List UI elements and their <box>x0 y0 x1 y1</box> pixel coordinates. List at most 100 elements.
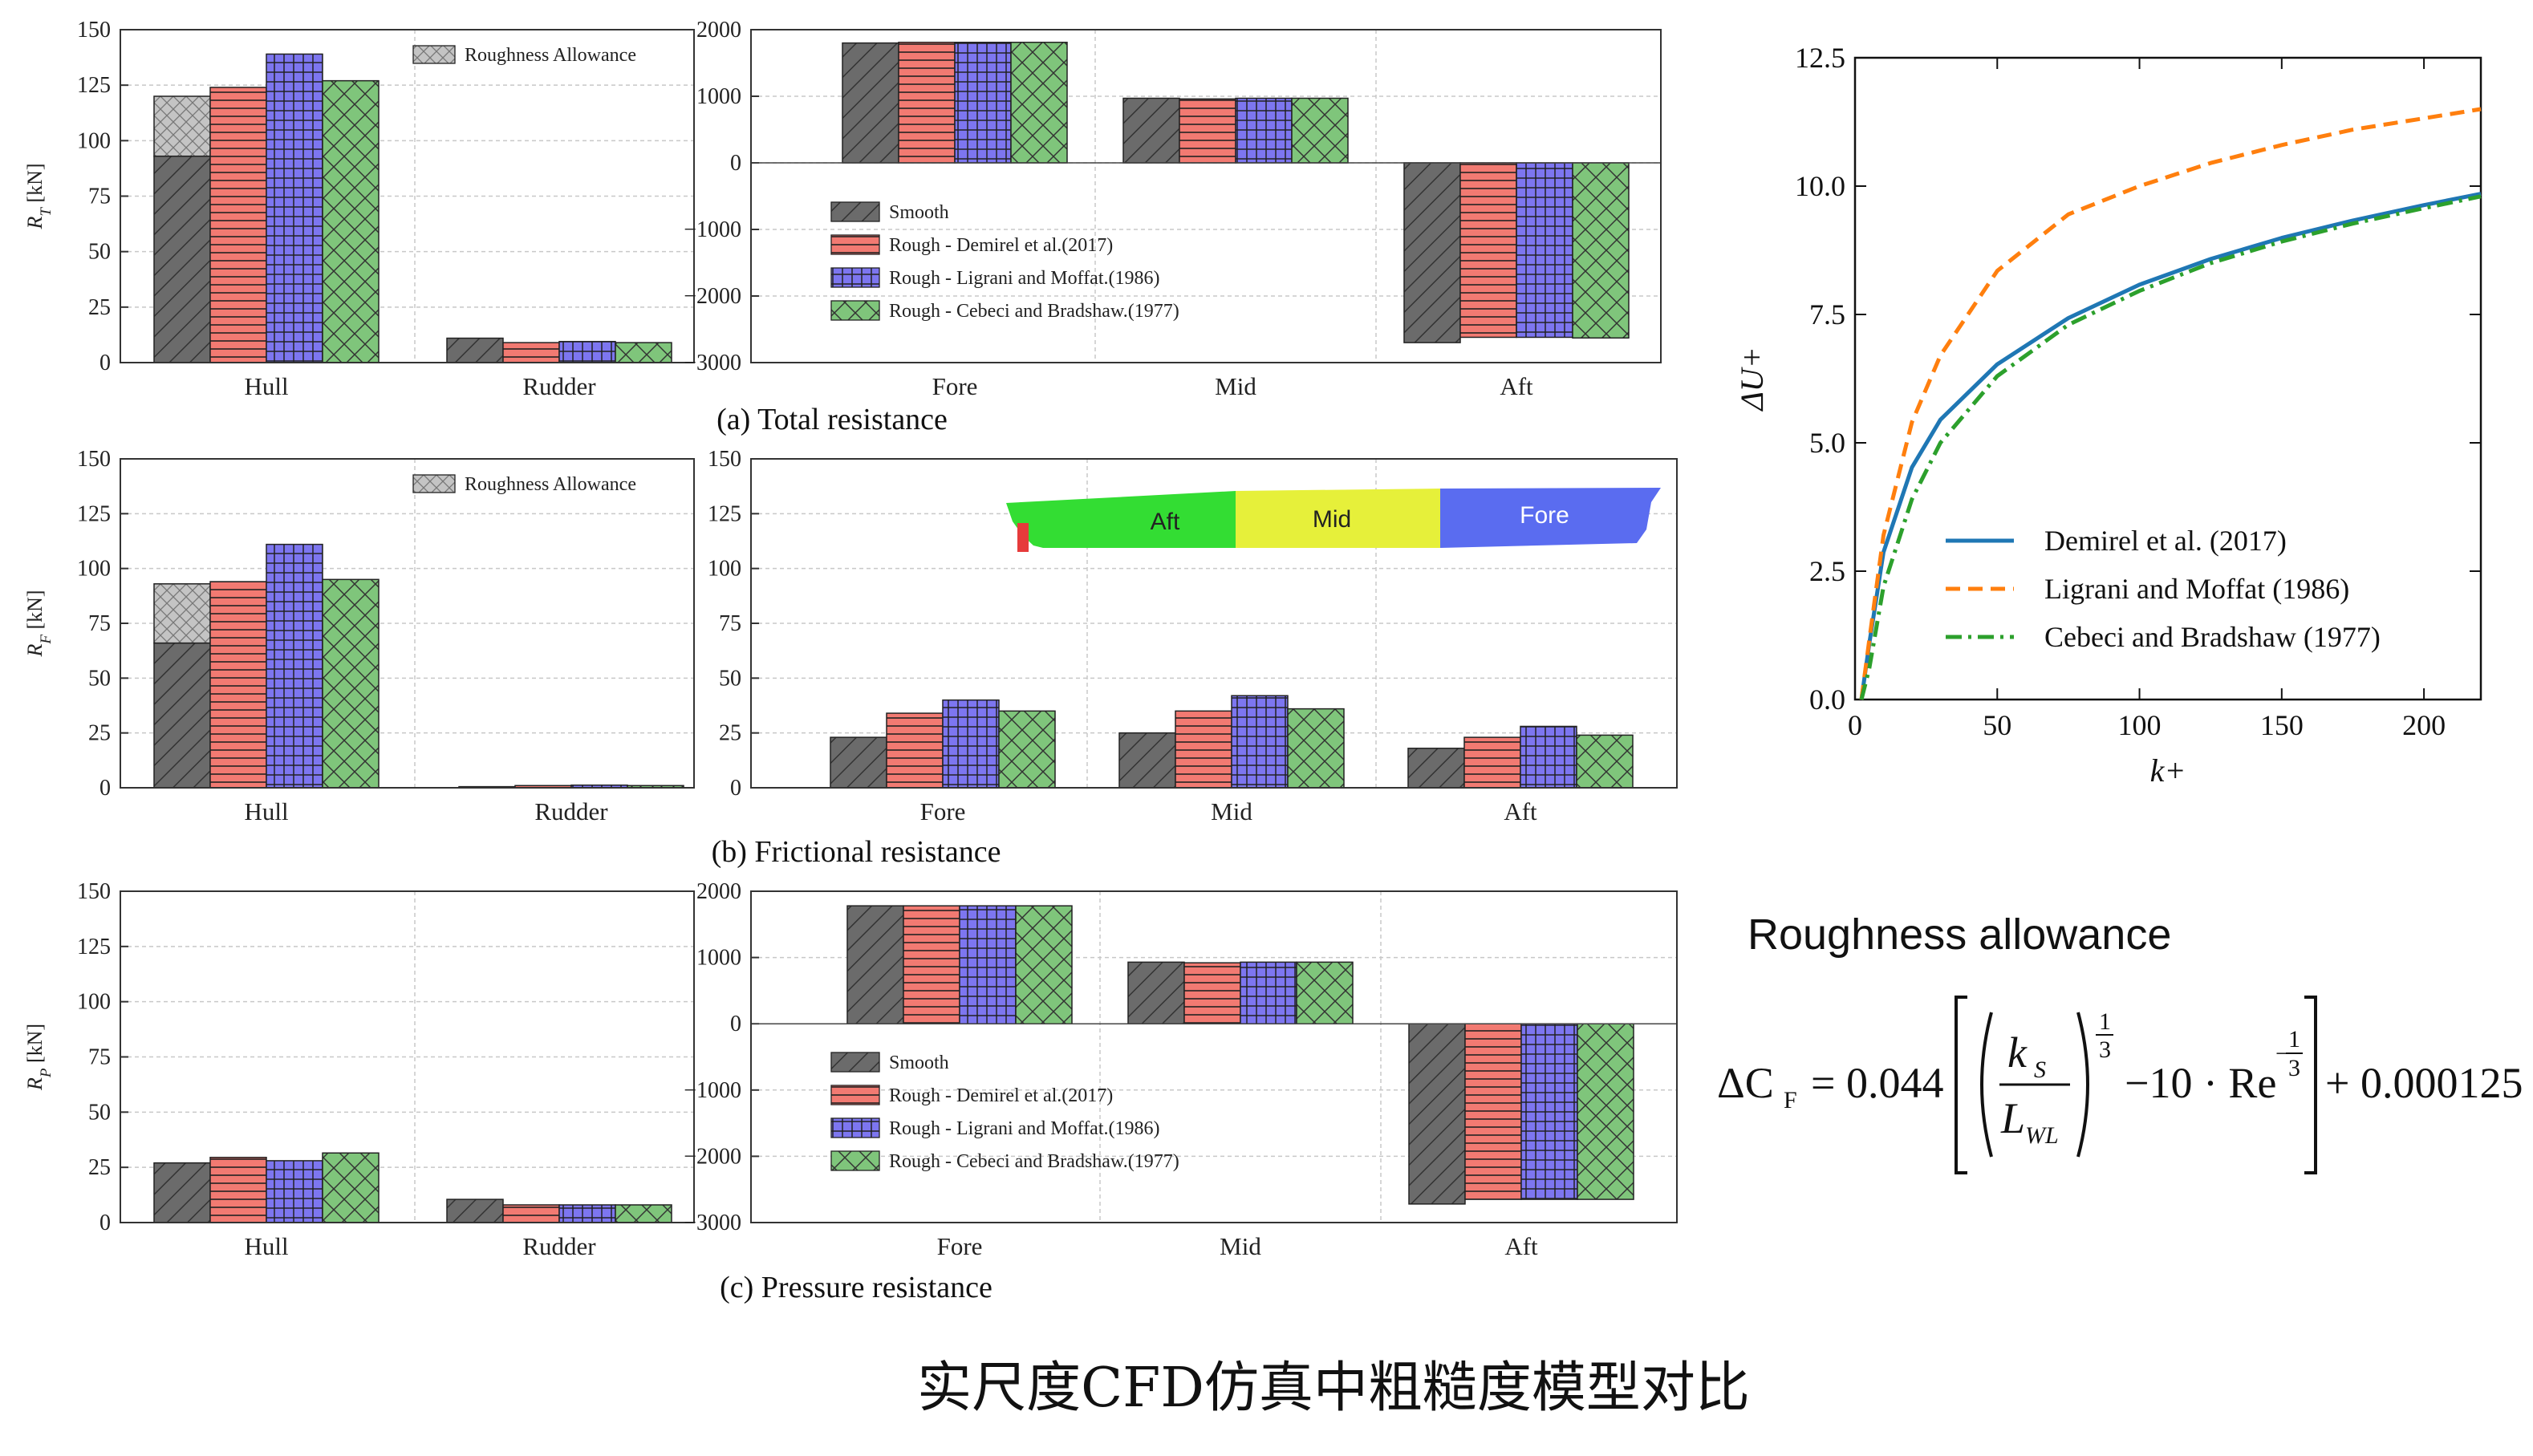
bar-cebeci-fore <box>1015 905 1073 1024</box>
y-tick-label: 125 <box>77 501 111 526</box>
y-tick-label: 150 <box>708 447 741 472</box>
bar-demirel-fore <box>886 712 944 789</box>
y-tick-label: 75 <box>719 611 741 636</box>
formula-paren-right <box>2076 1012 2089 1158</box>
y-tick-label: 50 <box>719 666 741 691</box>
y-tick-label: 0 <box>730 776 741 801</box>
caption-c: (c) Pressure resistance <box>720 1271 992 1304</box>
bar-smooth-aft <box>1403 162 1461 343</box>
hull-mid-section <box>1236 489 1440 548</box>
plot-frame <box>750 458 1678 789</box>
bar-cebeci-hull <box>322 578 380 789</box>
y-tick-label: 0 <box>730 151 741 176</box>
bar-smooth-fore <box>846 905 904 1024</box>
y-tick-label: 1000 <box>696 946 741 971</box>
y-tick-label: 1000 <box>696 84 741 109</box>
bar-cebeci-hull <box>322 79 380 363</box>
bar-ligrani-aft <box>1516 162 1573 339</box>
bar-ligrani-hull <box>266 543 323 789</box>
y-axis-label-main: R <box>23 644 47 658</box>
bar-cebeci-aft <box>1577 1023 1634 1200</box>
plot-frame <box>750 890 1678 1223</box>
x-category-label: Hull <box>244 797 288 825</box>
formula-den: L <box>2000 1094 2025 1142</box>
y-tick-label: 5.0 <box>1809 427 1845 459</box>
bar-ligrani-hull <box>266 1160 323 1223</box>
bar-ligrani-hull <box>266 53 323 363</box>
formula-lhs: ΔC <box>1717 1059 1774 1107</box>
y-tick-label: 2000 <box>696 879 741 904</box>
figure-title: 实尺度CFD仿真中粗糙度模型对比 <box>917 1357 1750 1420</box>
y-tick-label: 0 <box>99 776 111 801</box>
x-category-label: Rudder <box>534 797 608 825</box>
caption-a: (a) Total resistance <box>716 403 948 436</box>
y-tick-label: 150 <box>77 447 111 472</box>
legend-swatch-smooth <box>830 201 880 222</box>
bar-cebeci-mid <box>1296 961 1354 1024</box>
legend-label-demirel: Rough - Demirel et al.(2017) <box>889 235 1113 256</box>
bar-smooth-rudder <box>446 337 504 363</box>
legend-label-demirel: Rough - Demirel et al.(2017) <box>889 1085 1113 1106</box>
bar-demirel-mid <box>1183 962 1241 1024</box>
legend-label-cebeci: Rough - Cebeci and Bradshaw.(1977) <box>889 301 1179 322</box>
bar-cebeci-fore <box>1010 42 1068 164</box>
y-tick-label: 12.5 <box>1795 42 1845 74</box>
y-tick-label: 125 <box>708 501 741 526</box>
formula-den-sub: WL <box>2025 1122 2059 1149</box>
hull-aft-section <box>1006 491 1236 548</box>
y-tick-label: 0.0 <box>1809 683 1845 716</box>
y-tick-label: 25 <box>88 721 111 746</box>
bar-smooth-hull <box>153 1162 211 1223</box>
formula-bracket-left <box>1955 996 1967 1174</box>
series-line-ligrani <box>1859 107 2482 700</box>
bar-cebeci-mid <box>1291 97 1349 164</box>
plot-frame <box>120 29 695 363</box>
bar-smooth-rudder <box>446 1198 504 1223</box>
bar-smooth-hull <box>153 642 211 789</box>
legend-label-ligrani: Rough - Ligrani and Moffat.(1986) <box>889 268 1160 289</box>
chart-panel-b-right: 0 25 50 75 100 125 150 Fore Mid Aft <box>708 447 1678 825</box>
y-tick-label: 50 <box>88 240 111 265</box>
legend-label-ligrani: Rough - Ligrani and Moffat.(1986) <box>889 1118 1160 1139</box>
y-axis-label-unit: [kN] <box>23 590 47 635</box>
bar-ligrani-mid <box>1231 695 1289 789</box>
y-tick-label: 150 <box>77 879 111 904</box>
bar-ligrani-mid <box>1240 961 1297 1024</box>
x-category-label: Rudder <box>522 1232 596 1260</box>
y-tick-label: 0 <box>99 1211 111 1235</box>
bar-demirel-hull <box>209 87 267 363</box>
x-category-label: Aft <box>1500 372 1533 400</box>
chart-panel-a-right: −3000 −2000 −1000 0 1000 2000 Fore Mid Aft Smooth… <box>684 18 1662 400</box>
y-tick-label: 75 <box>88 1045 111 1070</box>
bar-ligrani-rudder <box>558 340 616 363</box>
y-tick-label: 25 <box>88 1155 111 1180</box>
bar-ligrani-aft <box>1520 725 1577 789</box>
formula-exp1-den: 3 <box>2099 1036 2111 1063</box>
legend-label-allowance: Roughness Allowance <box>465 45 636 66</box>
x-tick-label: 150 <box>2260 709 2304 741</box>
bar-smooth-hull <box>153 155 211 363</box>
formula-num: k <box>2007 1028 2028 1077</box>
hull-label-aft: Aft <box>1151 509 1180 535</box>
y-tick-label: −3000 <box>684 1211 741 1235</box>
bar-cebeci-rudder <box>615 1204 672 1223</box>
formula-lhs-sub: F <box>1784 1087 1797 1113</box>
x-category-label: Fore <box>932 372 978 400</box>
legend-swatch-allowance <box>412 474 456 493</box>
y-tick-label: 10.0 <box>1795 170 1845 202</box>
legend-swatch-demirel <box>830 234 880 255</box>
y-axis-label: RT [kN] <box>23 163 55 229</box>
plot-frame <box>120 458 695 789</box>
y-axis-label-sub: T <box>38 207 55 217</box>
legend-swatch-ligrani <box>830 1117 880 1138</box>
y-tick-label: 2000 <box>696 18 741 43</box>
bar-ligrani-mid <box>1235 97 1293 164</box>
bar-cebeci-hull <box>322 1152 380 1223</box>
plot-frame <box>120 890 695 1223</box>
bar-ligrani-fore <box>959 905 1017 1024</box>
y-tick-label: 75 <box>88 185 111 209</box>
y-tick-label: −2000 <box>684 1144 741 1169</box>
bar-demirel-aft <box>1459 162 1517 339</box>
y-tick-label: 50 <box>88 666 111 691</box>
